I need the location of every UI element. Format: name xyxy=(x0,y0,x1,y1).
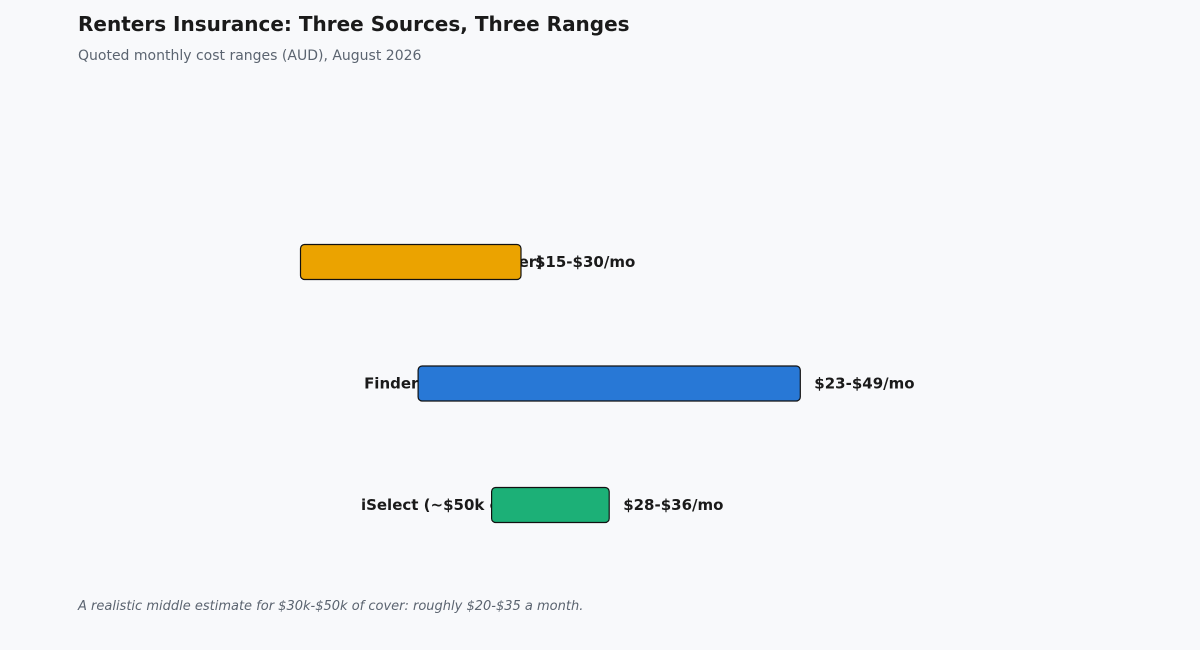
chart-title: Renters Insurance: Three Sources, Three … xyxy=(78,12,630,36)
chart-subtitle: Quoted monthly cost ranges (AUD), August… xyxy=(78,48,422,64)
range-bar xyxy=(417,365,801,402)
range-value-label: $23-$49/mo xyxy=(814,375,914,393)
range-bar xyxy=(491,486,610,524)
range-value-label: $28-$36/mo xyxy=(623,496,723,514)
range-bar xyxy=(299,243,522,281)
range-value-label: $15-$30/mo xyxy=(535,253,635,271)
footnote: A realistic middle estimate for $30k-$50… xyxy=(78,599,584,614)
